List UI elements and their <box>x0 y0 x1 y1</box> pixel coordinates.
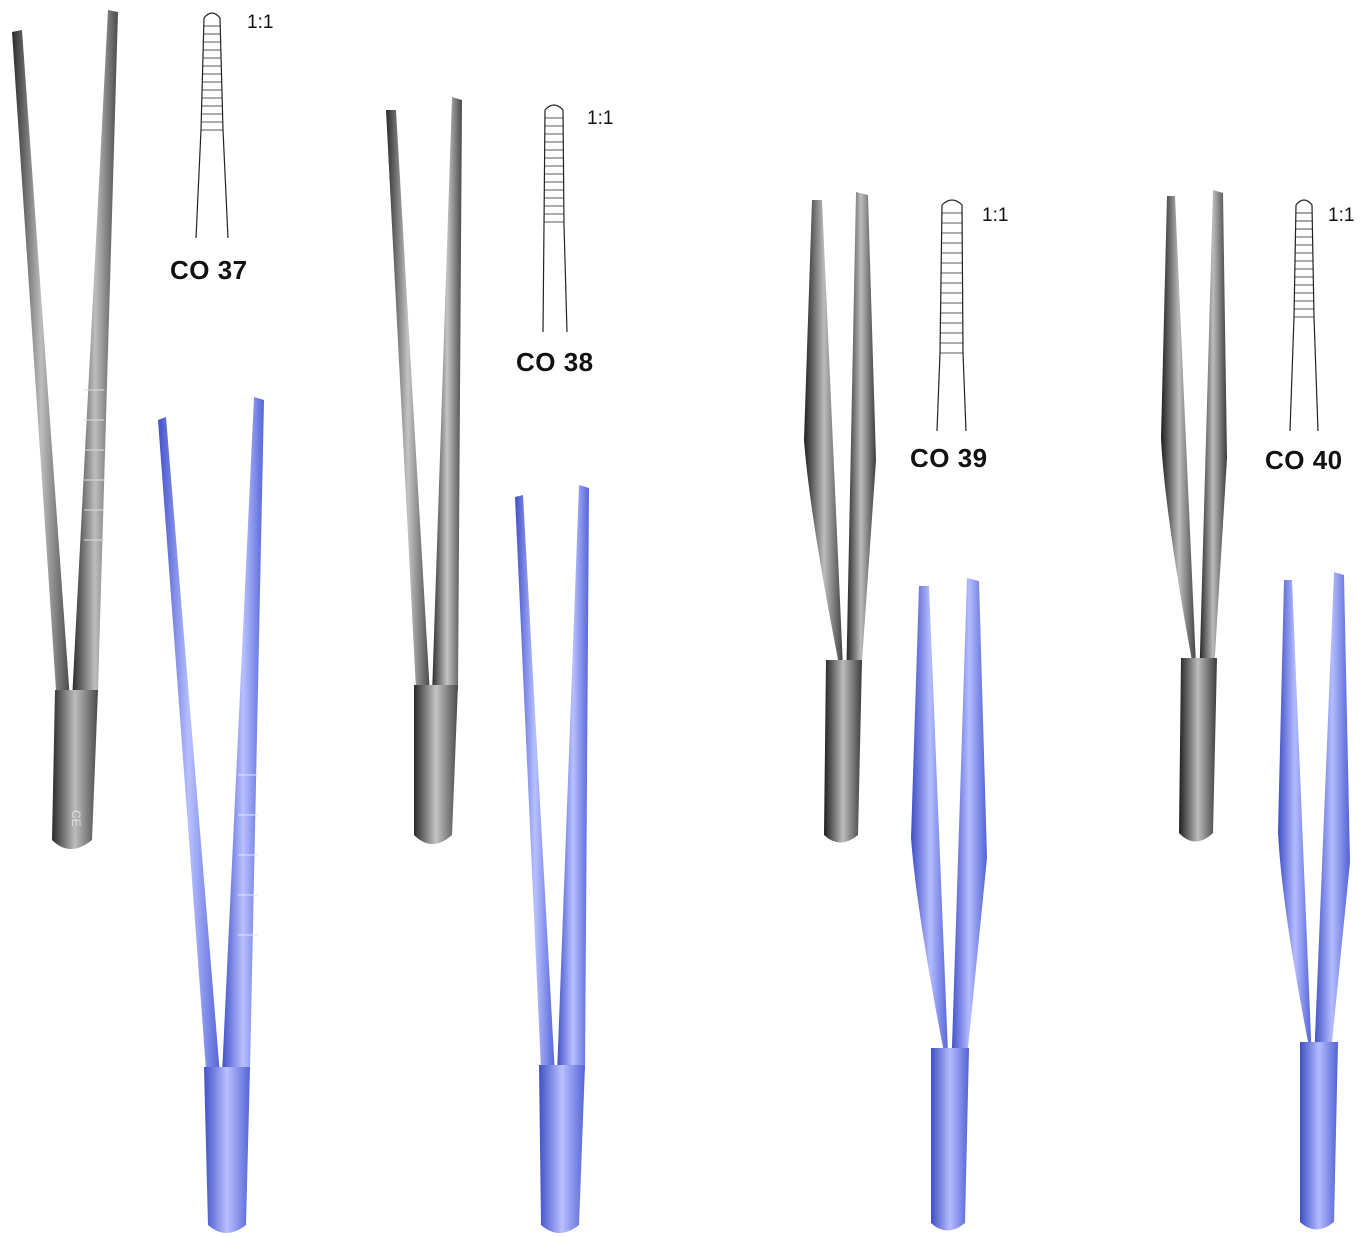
steel-forceps-co37: CE <box>12 10 118 849</box>
ce-mark: CE <box>69 810 83 827</box>
code-label-co37: CO 37 <box>170 255 248 285</box>
tip-detail-co39 <box>936 199 967 432</box>
code-label-co40: CO 40 <box>1265 445 1343 475</box>
coated-forceps-co38 <box>515 485 589 1233</box>
tip-detail-co38 <box>542 104 568 333</box>
coated-forceps-co40 <box>1278 572 1350 1230</box>
code-label-co38: CO 38 <box>516 347 594 377</box>
coated-forceps-co39 <box>911 578 987 1231</box>
scale-label-co38: 1:1 <box>587 108 614 129</box>
tip-detail-co40 <box>1289 199 1319 432</box>
scale-label-co39: 1:1 <box>982 205 1009 226</box>
steel-forceps-co40 <box>1161 190 1227 842</box>
scale-label-co40: 1:1 <box>1328 205 1355 226</box>
tip-detail-co37 <box>195 12 229 239</box>
code-label-co39: CO 39 <box>910 443 988 473</box>
steel-forceps-co39 <box>804 192 876 843</box>
scale-label-co37: 1:1 <box>247 12 274 33</box>
coated-forceps-co37 <box>158 397 264 1233</box>
steel-forceps-co38 <box>386 97 462 844</box>
